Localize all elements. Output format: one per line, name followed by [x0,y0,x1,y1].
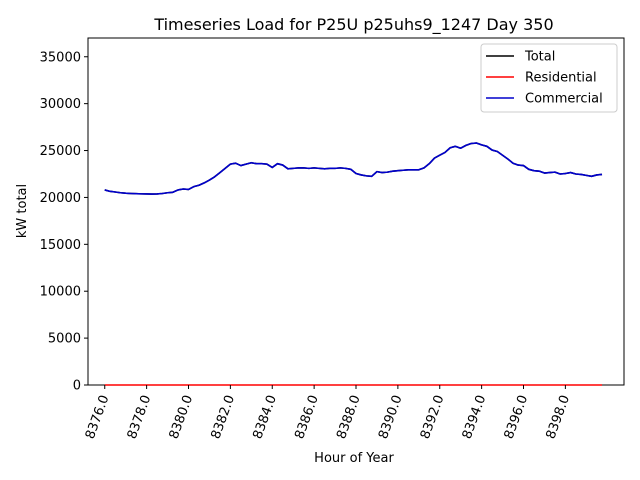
x-tick-label: 8380.0 [167,393,197,441]
y-tick-label: 25000 [40,144,81,159]
y-tick-label: 15000 [40,238,81,253]
y-tick-label: 35000 [40,50,81,65]
legend-label-residential: Residential [525,71,597,86]
legend: Total Residential Commercial [480,43,618,113]
x-tick-label: 8382.0 [208,393,238,441]
y-axis: 0 5000 10000 15000 20000 25000 30000 35000 [40,50,88,394]
x-tick-label: 8388.0 [334,393,364,441]
y-tick-label: 10000 [40,285,81,300]
y-tick-label: 5000 [48,332,81,347]
x-tick-label: 8384.0 [250,393,280,441]
x-tick-label: 8392.0 [418,393,448,441]
y-tick-label: 30000 [40,97,81,112]
x-tick-label: 8390.0 [376,393,406,441]
x-axis-label: Hour of Year [314,451,394,466]
x-tick-label: 8376.0 [83,393,113,441]
legend-frame [480,43,618,113]
chart-title: Timeseries Load for P25U p25uhs9_1247 Da… [153,15,553,35]
y-tick-label: 20000 [40,191,81,206]
x-tick-label: 8386.0 [292,393,322,441]
x-tick-label: 8396.0 [502,393,532,441]
legend-label-total: Total [524,50,555,65]
series-line-commercial [104,142,603,195]
x-tick-label: 8378.0 [125,393,155,441]
x-axis: 8376.0 8378.0 8380.0 8382.0 8384.0 8386.0 8388… [83,385,573,441]
x-tick-label: 8398.0 [543,393,573,441]
y-axis-label: kW total [15,184,30,238]
x-tick-label: 8394.0 [460,393,490,441]
legend-label-commercial: Commercial [525,92,603,107]
series-layer [104,142,603,386]
y-tick-label: 0 [73,379,81,394]
